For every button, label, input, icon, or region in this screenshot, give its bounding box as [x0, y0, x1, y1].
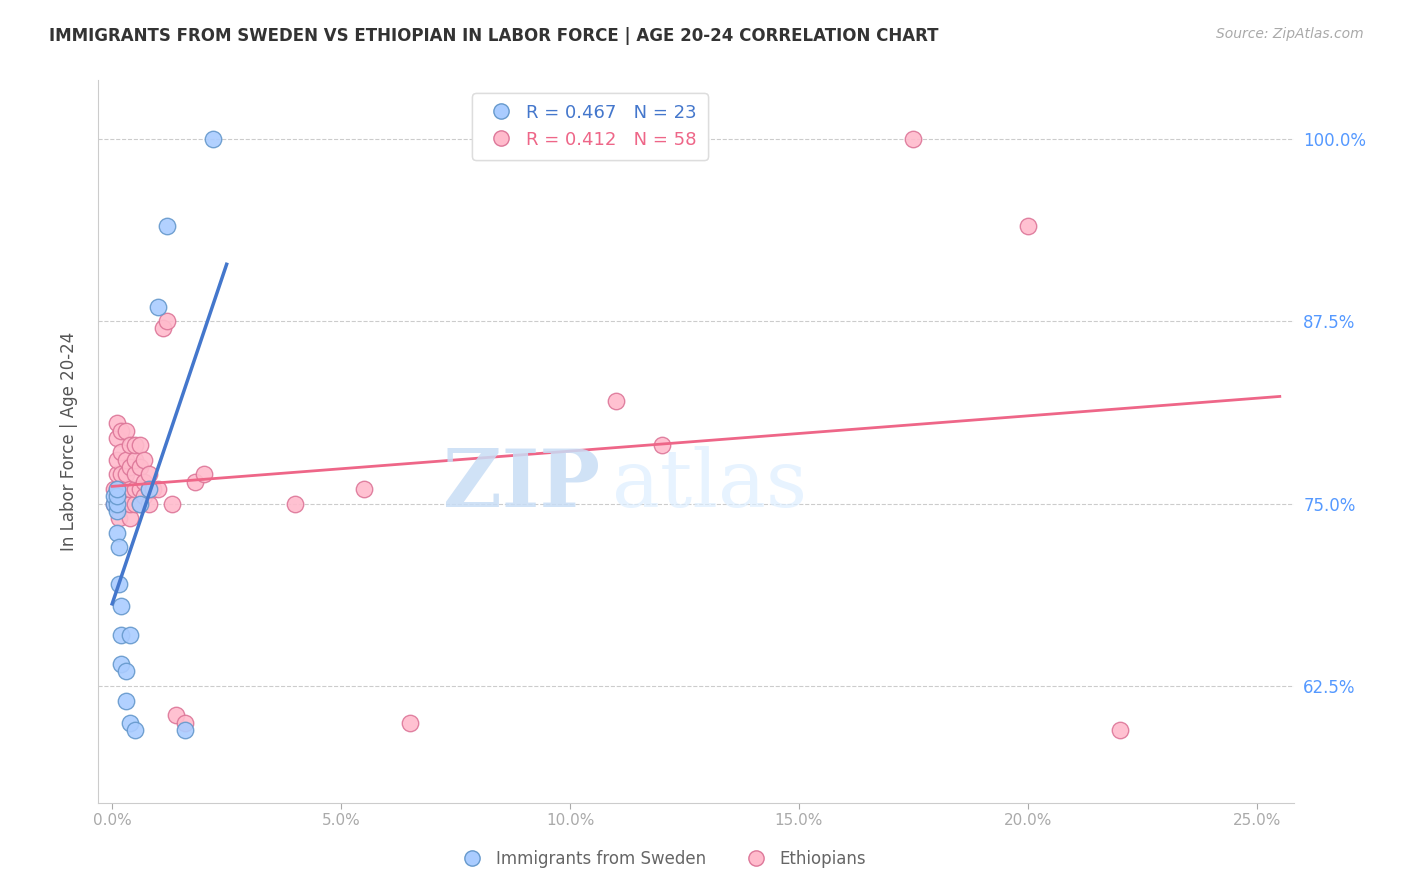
Point [110, 482, 132, 496]
Point [398, 715, 420, 730]
Point [201, 131, 224, 145]
Text: ZIP: ZIP [443, 446, 600, 524]
Legend: R = 0.467   N = 23, R = 0.412   N = 58: R = 0.467 N = 23, R = 0.412 N = 58 [472, 93, 707, 160]
Point [903, 131, 925, 145]
Point [138, 497, 160, 511]
Point [193, 467, 215, 482]
Point [138, 482, 160, 496]
Point [120, 438, 142, 452]
Point [124, 438, 146, 452]
Point [120, 511, 142, 525]
Point [605, 394, 627, 409]
Point [165, 708, 187, 723]
Point [115, 452, 138, 467]
Point [120, 497, 142, 511]
Point [124, 467, 146, 482]
Point [128, 460, 150, 475]
Point [138, 467, 160, 482]
Point [651, 438, 673, 452]
Point [105, 482, 128, 496]
Point [124, 482, 146, 496]
Point [105, 489, 128, 503]
Point [105, 467, 128, 482]
Point [138, 482, 160, 496]
Point [160, 497, 183, 511]
Point [110, 497, 132, 511]
Point [134, 475, 156, 489]
Point [103, 482, 125, 496]
Point [110, 628, 132, 642]
Point [115, 665, 138, 679]
Point [110, 424, 132, 438]
Point [142, 482, 165, 496]
Point [124, 452, 146, 467]
Y-axis label: In Labor Force | Age 20-24: In Labor Force | Age 20-24 [59, 332, 77, 551]
Point [105, 497, 128, 511]
Point [105, 431, 128, 445]
Point [156, 219, 179, 234]
Point [110, 657, 132, 672]
Point [115, 497, 138, 511]
Point [134, 489, 156, 503]
Point [115, 693, 138, 707]
Point [124, 723, 146, 737]
Point [108, 482, 131, 496]
Point [1017, 219, 1039, 234]
Point [110, 599, 132, 613]
Point [128, 497, 150, 511]
Point [128, 482, 150, 496]
Point [108, 511, 131, 525]
Point [124, 497, 146, 511]
Point [105, 525, 128, 540]
Point [103, 497, 125, 511]
Point [156, 314, 179, 328]
Point [105, 497, 128, 511]
Point [1108, 723, 1130, 737]
Point [110, 467, 132, 482]
Point [115, 467, 138, 482]
Point [103, 497, 125, 511]
Point [103, 489, 125, 503]
Point [128, 497, 150, 511]
Point [105, 482, 128, 496]
Point [183, 475, 205, 489]
Point [134, 452, 156, 467]
Text: IMMIGRANTS FROM SWEDEN VS ETHIOPIAN IN LABOR FORCE | AGE 20-24 CORRELATION CHART: IMMIGRANTS FROM SWEDEN VS ETHIOPIAN IN L… [49, 27, 939, 45]
Point [120, 628, 142, 642]
Point [120, 460, 142, 475]
Point [353, 482, 375, 496]
Point [146, 300, 169, 314]
Text: atlas: atlas [613, 446, 807, 524]
Point [105, 504, 128, 518]
Point [152, 321, 174, 335]
Point [284, 497, 307, 511]
Point [108, 577, 131, 591]
Point [110, 445, 132, 459]
Point [108, 541, 131, 555]
Point [115, 424, 138, 438]
Text: Source: ZipAtlas.com: Source: ZipAtlas.com [1216, 27, 1364, 41]
Point [146, 482, 169, 496]
Legend: Immigrants from Sweden, Ethiopians: Immigrants from Sweden, Ethiopians [449, 844, 873, 875]
Point [128, 438, 150, 452]
Point [105, 452, 128, 467]
Point [174, 723, 197, 737]
Point [115, 482, 138, 496]
Point [120, 482, 142, 496]
Point [105, 417, 128, 431]
Point [174, 715, 197, 730]
Point [120, 715, 142, 730]
